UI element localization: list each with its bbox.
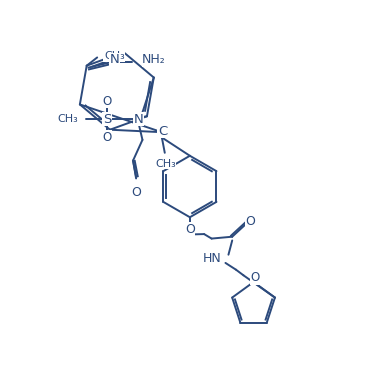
Text: O: O — [131, 186, 141, 199]
Text: O: O — [245, 215, 255, 228]
Text: O: O — [250, 271, 260, 284]
Text: CH₃: CH₃ — [155, 159, 176, 169]
Text: N: N — [134, 113, 144, 126]
Text: NH₂: NH₂ — [142, 53, 166, 66]
Text: O: O — [102, 95, 112, 108]
Text: HN: HN — [203, 252, 222, 265]
Text: CH₃: CH₃ — [57, 114, 78, 124]
Text: S: S — [103, 113, 111, 126]
Text: N: N — [110, 53, 120, 66]
Text: O: O — [102, 131, 112, 144]
Text: CH₃: CH₃ — [104, 51, 125, 61]
Text: O: O — [185, 223, 195, 236]
Text: C: C — [158, 125, 167, 138]
